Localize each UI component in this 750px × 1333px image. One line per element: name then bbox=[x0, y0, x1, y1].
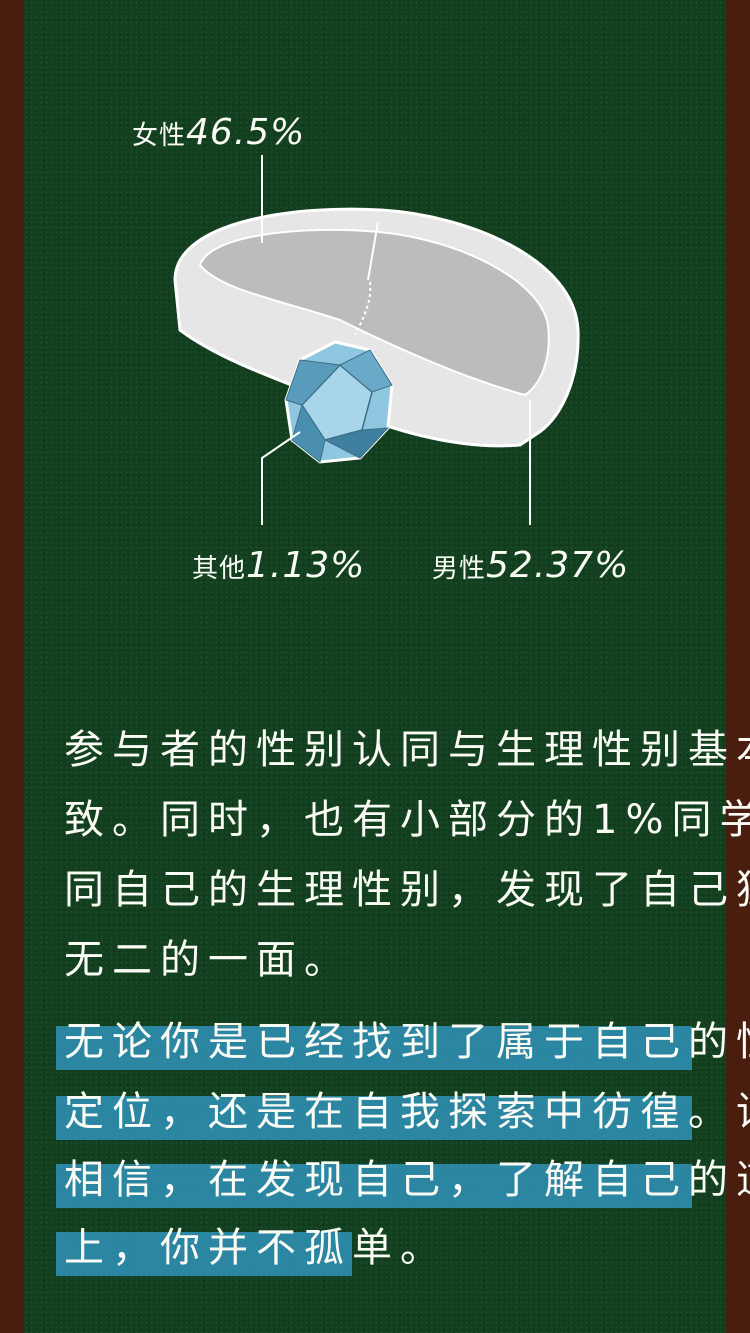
board-frame-right bbox=[726, 0, 750, 1333]
label-male: 男性52.37% bbox=[432, 545, 629, 586]
paragraph-1-line-2: 致。同时，也有小部分的1%同学不认 bbox=[64, 797, 750, 843]
label-female: 女性46.5% bbox=[132, 112, 305, 153]
gem-chain bbox=[354, 281, 372, 336]
label-male-value: 52.37% bbox=[486, 545, 630, 586]
paragraph-2-line-3: 相信，在发现自己，了解自己的道路 bbox=[64, 1157, 750, 1203]
highlight-bar-2 bbox=[56, 1096, 692, 1140]
paragraph-2-line-4: 上，你并不孤单。 bbox=[64, 1225, 448, 1271]
label-other-name: 其他 bbox=[192, 554, 247, 584]
label-female-value: 46.5% bbox=[186, 112, 306, 153]
paragraph-1-line-4: 无二的一面。 bbox=[64, 937, 352, 983]
label-other: 其他1.13% bbox=[192, 545, 365, 586]
board-frame-left bbox=[0, 0, 24, 1333]
label-male-name: 男性 bbox=[432, 554, 487, 584]
highlight-bar-4 bbox=[56, 1232, 352, 1276]
label-other-value: 1.13% bbox=[246, 545, 366, 586]
leader-other bbox=[261, 431, 301, 525]
gem bbox=[284, 340, 394, 464]
paragraph-2-line-2: 定位，还是在自我探索中彷徨。请你 bbox=[64, 1089, 750, 1135]
highlight-bar-1 bbox=[56, 1026, 692, 1070]
ring-seam bbox=[367, 221, 379, 281]
highlight-bar-3 bbox=[56, 1164, 692, 1208]
paragraph-1-line-1: 参与者的性别认同与生理性别基本一 bbox=[64, 727, 750, 773]
label-female-name: 女性 bbox=[132, 121, 187, 151]
paragraph-1-line-3: 同自己的生理性别，发现了自己独一 bbox=[64, 867, 750, 913]
paragraph-2-line-1: 无论你是已经找到了属于自己的性别 bbox=[64, 1019, 750, 1065]
ring-band-inner bbox=[198, 228, 550, 397]
